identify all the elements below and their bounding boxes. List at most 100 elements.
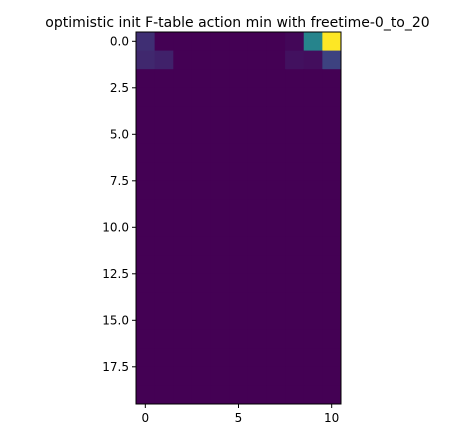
heatmap-cell [322, 366, 342, 386]
heatmap-cell [322, 180, 342, 200]
heatmap-cell [247, 125, 267, 145]
heatmap-cell [173, 311, 193, 331]
heatmap-cell [210, 273, 230, 293]
heatmap-cell [266, 273, 286, 293]
heatmap-cell [229, 255, 249, 275]
heatmap-cell [173, 143, 193, 163]
heatmap-cell [322, 143, 342, 163]
x-tick-label: 5 [235, 411, 243, 425]
axes-frame [135, 31, 342, 405]
heatmap-cell [285, 311, 305, 331]
heatmap-cell [154, 255, 174, 275]
heatmap-cell [154, 87, 174, 107]
heatmap-cell [266, 348, 286, 368]
heatmap-cell [303, 199, 323, 219]
heatmap-cell [303, 106, 323, 126]
heatmap-cell [173, 32, 193, 52]
heatmap-cell [322, 385, 342, 405]
heatmap-cell [154, 50, 174, 70]
heatmap-cell [266, 50, 286, 70]
heatmap-cell [285, 329, 305, 349]
heatmap-cell [136, 69, 156, 89]
heatmap-cell [210, 236, 230, 256]
heatmap-cell [173, 199, 193, 219]
heatmap-cell [322, 273, 342, 293]
heatmap-cell [285, 106, 305, 126]
heatmap-cell [154, 311, 174, 331]
x-axis: 0 5 10 [141, 404, 339, 425]
heatmap-cell [266, 292, 286, 312]
heatmap-cell [285, 218, 305, 238]
heatmap-cell [210, 366, 230, 386]
heatmap-cell [136, 273, 156, 293]
heatmap-cell [210, 69, 230, 89]
heatmap-cell [210, 50, 230, 70]
heatmap-cell [247, 273, 267, 293]
heatmap-cell [229, 236, 249, 256]
heatmap-cell [210, 311, 230, 331]
heatmap-cell [136, 236, 156, 256]
heatmap-cell [136, 180, 156, 200]
heatmap-cell [303, 125, 323, 145]
x-tick-label: 0 [141, 411, 149, 425]
heatmap-cell [173, 348, 193, 368]
heatmap-cell [191, 143, 212, 163]
heatmap-cell [229, 125, 249, 145]
heatmap-cell [322, 50, 342, 70]
y-tick-label: 2.5 [110, 81, 129, 95]
heatmap-cell [285, 366, 305, 386]
heatmap-cell [266, 125, 286, 145]
heatmap-cell [210, 87, 230, 107]
heatmap-cell [303, 69, 323, 89]
heatmap-cell [285, 50, 305, 70]
heatmap-cell [136, 106, 156, 126]
heatmap-cell [154, 218, 174, 238]
heatmap-cell [303, 162, 323, 182]
heatmap-cell [247, 50, 267, 70]
heatmap-cell [191, 32, 212, 52]
heatmap-cell [136, 329, 156, 349]
heatmap-cell [154, 106, 174, 126]
heatmap-cell [229, 273, 249, 293]
heatmap-cell [229, 162, 249, 182]
heatmap-cell [136, 218, 156, 238]
heatmap-cell [303, 348, 323, 368]
heatmap-cell [191, 106, 212, 126]
heatmap-cell [154, 348, 174, 368]
heatmap-cell [210, 180, 230, 200]
heatmap-cell [322, 32, 342, 52]
heatmap-cell [303, 385, 323, 405]
heatmap-cell [229, 106, 249, 126]
heatmap-cell [285, 162, 305, 182]
y-axis: 0.0 2.5 5.0 7.5 10.0 12.5 15.0 17.5 [102, 34, 136, 374]
heatmap-cell [266, 199, 286, 219]
heatmap-cell [247, 32, 267, 52]
heatmap-cell [229, 32, 249, 52]
heatmap-cell [303, 366, 323, 386]
heatmap-cell [229, 385, 249, 405]
heatmap-cell [322, 87, 342, 107]
heatmap-cell [136, 348, 156, 368]
heatmap-cell [247, 106, 267, 126]
heatmap-cell [303, 218, 323, 238]
y-tick-label: 10.0 [102, 220, 129, 234]
heatmap-cell [247, 236, 267, 256]
heatmap-cell [173, 69, 193, 89]
heatmap-cell [210, 348, 230, 368]
heatmap-cell [173, 273, 193, 293]
heatmap-cell [136, 143, 156, 163]
heatmap-cell [247, 348, 267, 368]
heatmap-cell [303, 292, 323, 312]
heatmap-cell [303, 50, 323, 70]
y-tick-label: 7.5 [110, 174, 129, 188]
heatmap-cell [229, 143, 249, 163]
heatmap-cell [266, 69, 286, 89]
heatmap-cell [136, 366, 156, 386]
heatmap-cell [266, 255, 286, 275]
heatmap-cell [154, 32, 174, 52]
chart-title: optimistic init F-table action min with … [45, 15, 429, 31]
heatmap-cell [136, 255, 156, 275]
heatmap-cell [191, 162, 212, 182]
heatmap-cell [285, 32, 305, 52]
